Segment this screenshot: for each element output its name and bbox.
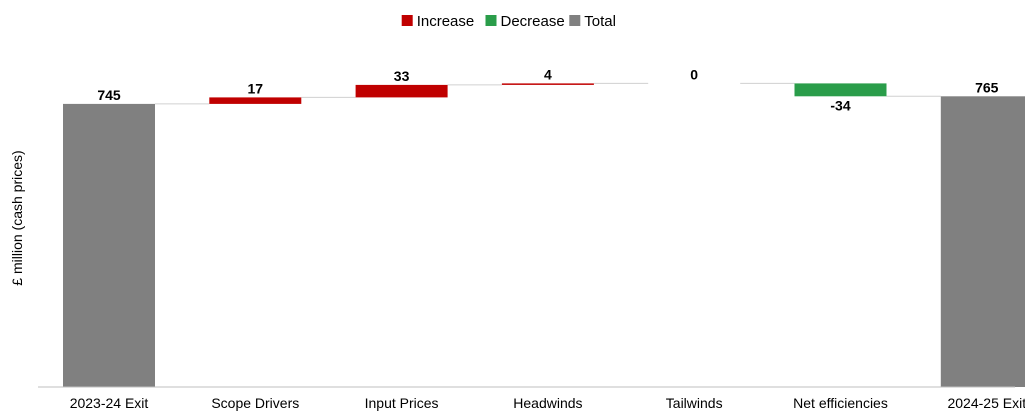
- bar-2024-25-exit: [940, 96, 1025, 388]
- bar-scope-drivers: [209, 97, 302, 104]
- x-tick-labels: 2023-24 Exit Scope Drivers Input Prices Hea…: [70, 395, 1025, 411]
- x-tick-label-input-prices: Input Prices: [365, 395, 439, 411]
- legend-swatch-decrease: [485, 15, 497, 26]
- legend-swatch-increase: [401, 15, 413, 26]
- bar-input-prices: [355, 84, 448, 98]
- x-tick-label-headwinds: Headwinds: [513, 395, 582, 411]
- connector-lines: [155, 82, 941, 105]
- data-label-2024-25-exit: 765: [975, 79, 999, 95]
- x-tick-label-scope-drivers: Scope Drivers: [211, 395, 299, 411]
- x-tick-label-2023-24-exit: 2023-24 Exit: [70, 395, 149, 411]
- bar-net-efficiencies: [794, 83, 887, 97]
- x-tick-label-net-efficiencies: Net efficiencies: [793, 395, 888, 411]
- data-labels: 745 17 33 4 0 -34 765: [97, 66, 998, 113]
- bar-headwinds: [501, 83, 594, 85]
- x-tick-label-tailwinds: Tailwinds: [666, 395, 723, 411]
- data-label-tailwinds: 0: [690, 66, 698, 82]
- legend-label-total: Total: [584, 13, 616, 30]
- x-tick-label-2024-25-exit: 2024-25 Exit: [947, 395, 1025, 411]
- data-label-scope-drivers: 17: [248, 80, 264, 96]
- data-label-net-efficiencies: -34: [830, 97, 850, 113]
- legend-swatch-total: [569, 15, 581, 26]
- data-label-input-prices: 33: [394, 68, 410, 84]
- data-label-2023-24-exit: 745: [97, 87, 121, 103]
- bar-2023-24-exit: [63, 103, 155, 388]
- legend-label-increase: Increase: [417, 13, 475, 30]
- y-axis-title: £ million (cash prices): [9, 150, 25, 285]
- data-label-headwinds: 4: [544, 66, 552, 82]
- bars: [63, 83, 1025, 388]
- legend-label-decrease: Decrease: [501, 13, 565, 30]
- legend: Increase Decrease Total: [401, 13, 616, 30]
